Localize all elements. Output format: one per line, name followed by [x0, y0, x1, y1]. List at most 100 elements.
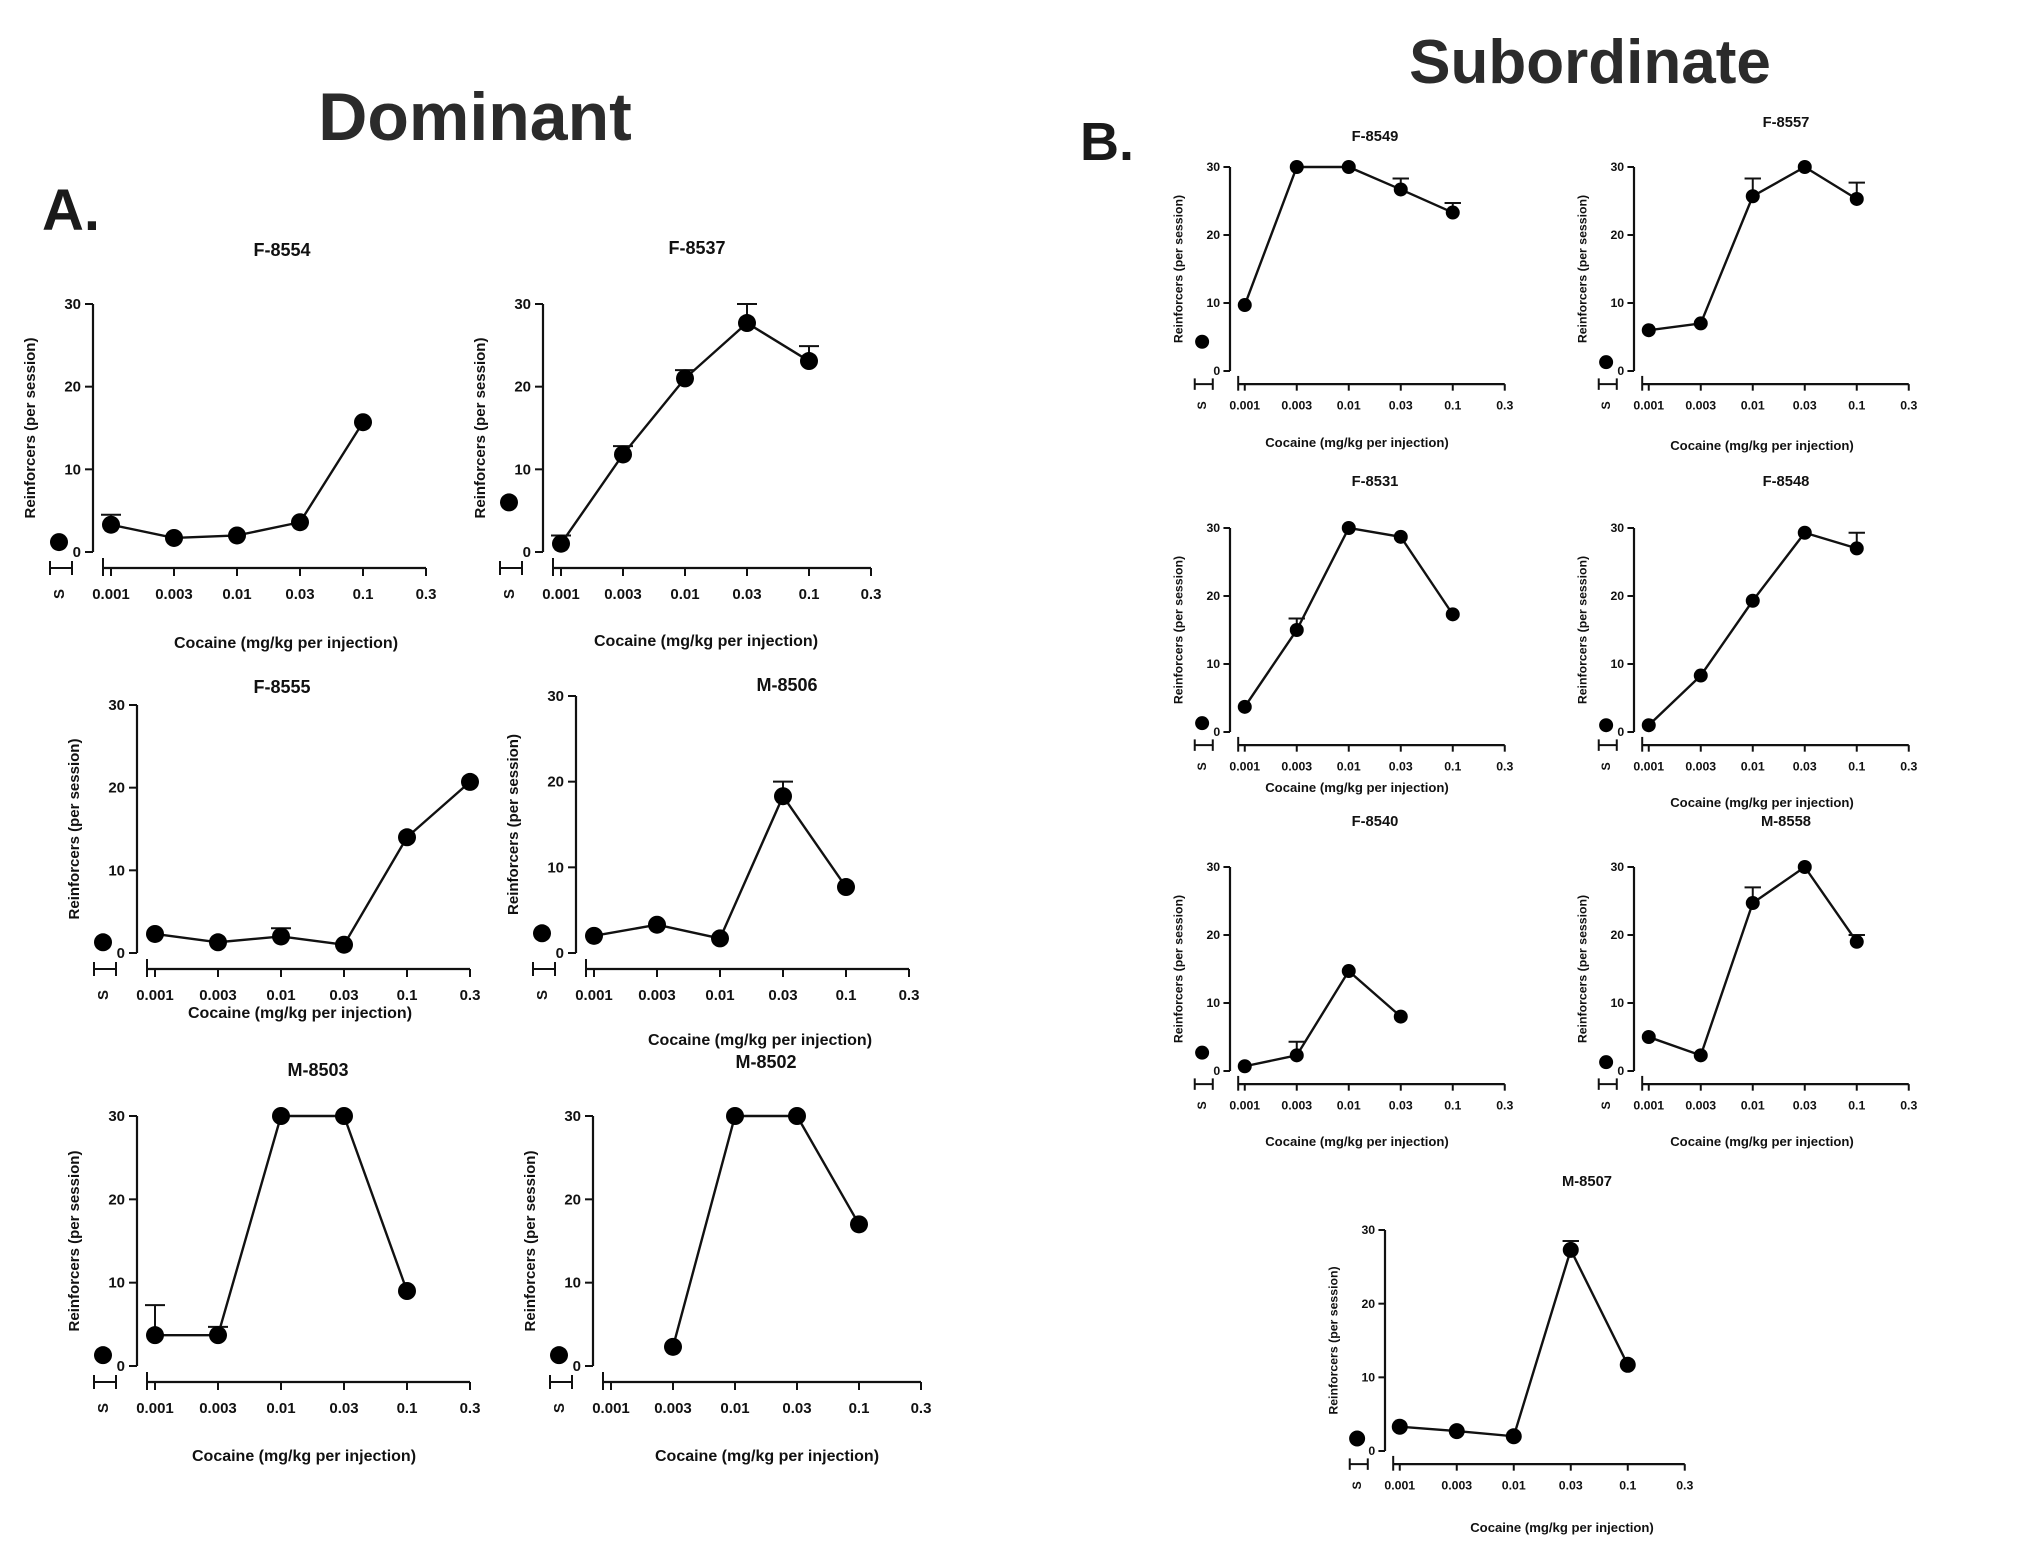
y-tick-label: 10 [1361, 1370, 1375, 1384]
data-point [711, 929, 729, 948]
x-tick-label: 0.01 [266, 1400, 295, 1417]
x-axis-label: Cocaine (mg/kg per injection) [174, 635, 398, 652]
data-point [1693, 1048, 1708, 1063]
data-point [335, 1107, 353, 1125]
x-tick-label: 0.3 [1496, 760, 1513, 774]
data-point [664, 1337, 682, 1356]
y-tick-label: 0 [1617, 1064, 1624, 1078]
x-tick-label: 0.01 [1741, 399, 1765, 413]
x-tick-label: 0.1 [1848, 399, 1865, 413]
x-tick-label: 0.01 [1741, 1099, 1765, 1113]
y-tick-label: 20 [1206, 589, 1220, 603]
data-point [1341, 964, 1356, 979]
saline-point [550, 1346, 568, 1365]
chart-title: F-8531 [1352, 474, 1399, 490]
x-tick-label: 0.001 [136, 1400, 174, 1417]
y-tick-label: 30 [1610, 521, 1624, 535]
data-point [1391, 1418, 1408, 1435]
data-point [1289, 1048, 1304, 1063]
data-point [552, 534, 570, 553]
series-line [1244, 969, 1402, 1068]
x-tick-label: 0.3 [1900, 1099, 1917, 1113]
data-point [1745, 593, 1760, 608]
y-tick-label: 20 [564, 1191, 581, 1208]
x-tick-label: 0.03 [782, 1400, 811, 1417]
y-tick-label: 0 [1617, 725, 1624, 739]
data-point [1505, 1428, 1522, 1445]
data-point [291, 513, 309, 532]
data-point [1341, 160, 1356, 174]
data-point [1393, 529, 1408, 544]
x-tick-label: 0.001 [1229, 1099, 1260, 1113]
y-tick-label: 10 [1206, 996, 1220, 1010]
data-point [1445, 607, 1460, 622]
x-tick-label-saline: S [1350, 1481, 1364, 1489]
data-point [1641, 323, 1656, 338]
x-tick-label: 0.001 [1384, 1479, 1415, 1493]
y-tick-label: 10 [64, 461, 81, 478]
chart-F-8531: 0 10 20 30 0.001 0.003 0.01 0.03 0.1 0.3 S F-8531 Co… [1171, 474, 1513, 795]
y-tick-label: 10 [564, 1275, 581, 1292]
series-line [671, 1114, 861, 1348]
x-tick-label: 0.3 [861, 586, 882, 603]
y-tick-label: 20 [1610, 228, 1624, 242]
y-tick-label: 20 [108, 1191, 125, 1208]
chart-M-8506: 0 10 20 30 0.001 0.003 0.01 0.03 0.1 0.3 S M-8506 Co… [505, 675, 919, 1049]
series-line [593, 793, 847, 940]
data-point [738, 314, 756, 333]
x-axis-label: Cocaine (mg/kg per injection) [1670, 438, 1854, 453]
y-tick-label: 20 [1361, 1297, 1375, 1311]
x-tick-label: 0.03 [1793, 760, 1817, 774]
y-tick-label: 30 [64, 296, 81, 313]
y-tick-label: 20 [1610, 928, 1624, 942]
x-tick-label: 0.003 [1281, 1099, 1312, 1113]
data-point [1849, 191, 1864, 206]
y-tick-label: 10 [547, 859, 564, 876]
series-line [154, 780, 471, 947]
x-tick-label-saline: S [1599, 401, 1613, 409]
data-point [850, 1215, 868, 1234]
series-line [1243, 165, 1454, 306]
chart-title: M-8558 [1761, 814, 1811, 830]
x-tick-label: 0.3 [1676, 1479, 1693, 1493]
saline-point [533, 924, 551, 943]
x-tick-label: 0.01 [1337, 1099, 1361, 1113]
data-point [1641, 718, 1656, 733]
saline-point [1195, 334, 1210, 349]
saline-point [94, 933, 112, 952]
data-point [272, 1107, 290, 1125]
x-tick-label: 0.01 [222, 586, 251, 603]
y-tick-label: 0 [1368, 1444, 1375, 1458]
x-tick-label: 0.001 [92, 586, 130, 603]
y-tick-label: 10 [1610, 657, 1624, 671]
chart-title: F-8549 [1352, 129, 1399, 145]
data-point [398, 1282, 416, 1300]
saline-point [50, 533, 68, 552]
x-tick-label: 0.3 [416, 586, 437, 603]
chart-M-8502: 0 10 20 30 0.001 0.003 0.01 0.03 0.1 0.3 S M-8502 Co… [522, 1052, 931, 1465]
y-tick-label: 0 [556, 945, 564, 962]
x-tick-label: 0.1 [397, 987, 418, 1004]
data-point [585, 926, 603, 945]
y-tick-label: 10 [1610, 296, 1624, 310]
x-tick-label: 0.003 [604, 586, 642, 603]
y-tick-label: 30 [564, 1108, 581, 1125]
series-line [1647, 531, 1858, 727]
series-line [560, 321, 810, 545]
data-point [1341, 521, 1356, 535]
data-point [1237, 699, 1252, 714]
y-tick-label: 20 [1206, 928, 1220, 942]
y-axis-label: Reinforcers (per session) [472, 338, 489, 519]
chart-M-8507: 0 10 20 30 0.001 0.003 0.01 0.03 0.1 0.3 S M-8507 Co… [1326, 1174, 1693, 1535]
x-tick-label: 0.3 [899, 987, 920, 1004]
y-tick-label: 20 [514, 379, 531, 396]
data-point [676, 369, 694, 388]
x-tick-label: 0.1 [1444, 760, 1461, 774]
y-tick-label: 0 [523, 544, 531, 561]
y-tick-label: 20 [108, 780, 125, 797]
saline-point [1599, 355, 1614, 370]
x-tick-label: 0.003 [1281, 399, 1312, 413]
x-tick-label: 0.03 [1559, 1479, 1583, 1493]
data-point [1393, 1009, 1408, 1024]
dominant-heading: Dominant [318, 79, 632, 155]
